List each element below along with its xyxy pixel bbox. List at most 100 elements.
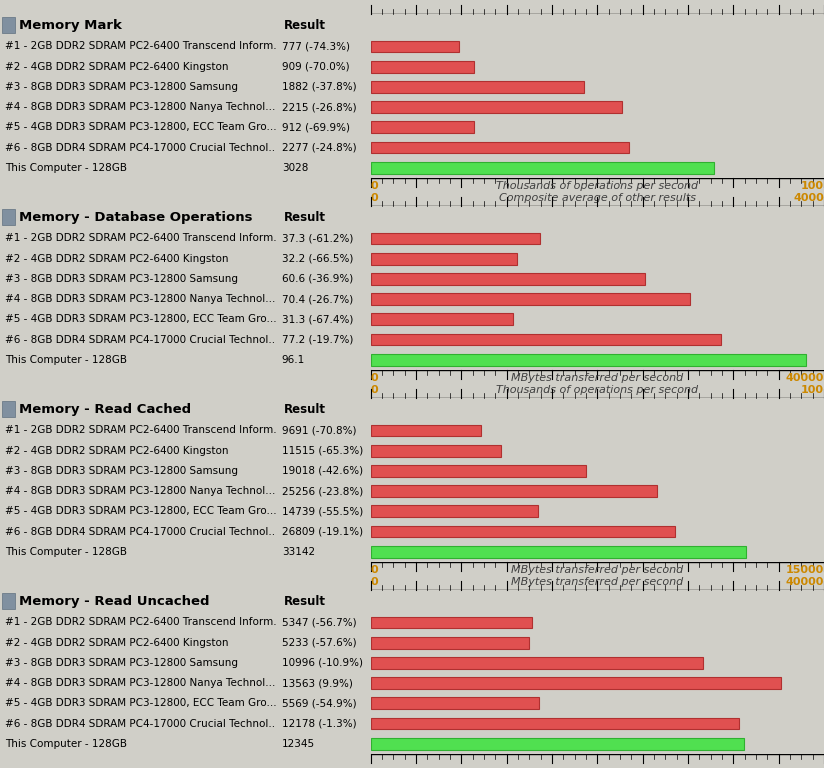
Bar	[371, 485, 657, 497]
Text: #4 - 8GB DDR3 SDRAM PC3-12800 Nanya Technol...: #4 - 8GB DDR3 SDRAM PC3-12800 Nanya Tech…	[5, 678, 275, 688]
Bar	[371, 738, 744, 750]
Text: Composite average of other results: Composite average of other results	[499, 194, 696, 204]
Bar	[371, 445, 501, 456]
Text: 19018 (-42.6%): 19018 (-42.6%)	[282, 466, 363, 476]
Bar	[371, 617, 532, 628]
Bar	[371, 465, 586, 477]
Text: #1 - 2GB DDR2 SDRAM PC2-6400 Transcend Inform...: #1 - 2GB DDR2 SDRAM PC2-6400 Transcend I…	[5, 425, 283, 435]
Text: 15000: 15000	[786, 564, 824, 574]
Text: Thousands of operations per second: Thousands of operations per second	[496, 386, 699, 396]
Text: 32.2 (-66.5%): 32.2 (-66.5%)	[282, 253, 353, 263]
Text: 40000: 40000	[785, 372, 824, 382]
Text: Result: Result	[283, 18, 325, 31]
Bar	[371, 333, 721, 346]
Text: 14739 (-55.5%): 14739 (-55.5%)	[282, 506, 363, 516]
Text: 3028: 3028	[282, 163, 308, 173]
Text: #6 - 8GB DDR4 SDRAM PC4-17000 Crucial Technol...: #6 - 8GB DDR4 SDRAM PC4-17000 Crucial Te…	[5, 527, 279, 537]
Text: Result: Result	[283, 210, 325, 223]
Text: 0: 0	[371, 372, 378, 382]
Text: 26809 (-19.1%): 26809 (-19.1%)	[282, 527, 363, 537]
Text: 1882 (-37.8%): 1882 (-37.8%)	[282, 82, 356, 92]
Bar	[2, 594, 15, 609]
Text: 60.6 (-36.9%): 60.6 (-36.9%)	[282, 274, 353, 284]
Bar	[371, 677, 780, 689]
Text: 100: 100	[801, 180, 824, 190]
Bar	[371, 697, 539, 709]
Text: #5 - 4GB DDR3 SDRAM PC3-12800, ECC Team Gro...: #5 - 4GB DDR3 SDRAM PC3-12800, ECC Team …	[5, 314, 277, 324]
Text: 77.2 (-19.7%): 77.2 (-19.7%)	[282, 335, 353, 345]
Bar	[371, 233, 540, 244]
Text: MBytes transferred per second: MBytes transferred per second	[511, 564, 684, 574]
Text: #2 - 4GB DDR2 SDRAM PC2-6400 Kingston: #2 - 4GB DDR2 SDRAM PC2-6400 Kingston	[5, 637, 228, 647]
Bar	[371, 313, 513, 325]
Text: #3 - 8GB DDR3 SDRAM PC3-12800 Samsung: #3 - 8GB DDR3 SDRAM PC3-12800 Samsung	[5, 466, 238, 476]
Bar	[371, 121, 474, 133]
Text: 96.1: 96.1	[282, 355, 305, 365]
Bar	[371, 293, 690, 305]
Bar	[371, 637, 529, 648]
Text: This Computer - 128GB: This Computer - 128GB	[5, 547, 127, 557]
Text: #1 - 2GB DDR2 SDRAM PC2-6400 Transcend Inform...: #1 - 2GB DDR2 SDRAM PC2-6400 Transcend I…	[5, 617, 283, 627]
Bar	[371, 61, 474, 72]
Text: 2277 (-24.8%): 2277 (-24.8%)	[282, 143, 356, 153]
Text: 0: 0	[371, 578, 378, 588]
Text: #3 - 8GB DDR3 SDRAM PC3-12800 Samsung: #3 - 8GB DDR3 SDRAM PC3-12800 Samsung	[5, 82, 238, 92]
Bar	[2, 18, 15, 33]
Text: 5347 (-56.7%): 5347 (-56.7%)	[282, 617, 356, 627]
Text: 9691 (-70.8%): 9691 (-70.8%)	[282, 425, 356, 435]
Text: #6 - 8GB DDR4 SDRAM PC4-17000 Crucial Technol...: #6 - 8GB DDR4 SDRAM PC4-17000 Crucial Te…	[5, 719, 279, 729]
Bar	[371, 425, 480, 436]
Bar	[371, 657, 703, 669]
Text: #2 - 4GB DDR2 SDRAM PC2-6400 Kingston: #2 - 4GB DDR2 SDRAM PC2-6400 Kingston	[5, 61, 228, 71]
Text: #3 - 8GB DDR3 SDRAM PC3-12800 Samsung: #3 - 8GB DDR3 SDRAM PC3-12800 Samsung	[5, 274, 238, 284]
Bar	[371, 81, 584, 93]
Text: 100: 100	[801, 386, 824, 396]
Text: This Computer - 128GB: This Computer - 128GB	[5, 355, 127, 365]
Bar	[371, 41, 459, 52]
Text: Memory Mark: Memory Mark	[19, 18, 122, 31]
Text: 31.3 (-67.4%): 31.3 (-67.4%)	[282, 314, 353, 324]
Text: #6 - 8GB DDR4 SDRAM PC4-17000 Crucial Technol...: #6 - 8GB DDR4 SDRAM PC4-17000 Crucial Te…	[5, 143, 279, 153]
Text: 10996 (-10.9%): 10996 (-10.9%)	[282, 658, 363, 668]
Bar	[371, 162, 714, 174]
Text: MBytes transferred per second: MBytes transferred per second	[511, 372, 684, 382]
Bar	[371, 546, 747, 558]
Text: This Computer - 128GB: This Computer - 128GB	[5, 163, 127, 173]
Text: 5569 (-54.9%): 5569 (-54.9%)	[282, 698, 356, 708]
Bar	[371, 525, 675, 538]
Text: #5 - 4GB DDR3 SDRAM PC3-12800, ECC Team Gro...: #5 - 4GB DDR3 SDRAM PC3-12800, ECC Team …	[5, 506, 277, 516]
Bar	[2, 402, 15, 417]
Text: 12178 (-1.3%): 12178 (-1.3%)	[282, 719, 356, 729]
Text: #5 - 4GB DDR3 SDRAM PC3-12800, ECC Team Gro...: #5 - 4GB DDR3 SDRAM PC3-12800, ECC Team …	[5, 122, 277, 132]
Bar	[371, 717, 739, 730]
Bar	[371, 505, 538, 517]
Text: #2 - 4GB DDR2 SDRAM PC2-6400 Kingston: #2 - 4GB DDR2 SDRAM PC2-6400 Kingston	[5, 445, 228, 455]
Text: 12345: 12345	[282, 739, 315, 749]
Text: Memory - Read Uncached: Memory - Read Uncached	[19, 594, 209, 607]
Text: 4000: 4000	[794, 194, 824, 204]
Text: Memory - Read Cached: Memory - Read Cached	[19, 402, 191, 415]
Bar	[2, 210, 15, 225]
Text: 0: 0	[371, 564, 378, 574]
Text: #4 - 8GB DDR3 SDRAM PC3-12800 Nanya Technol...: #4 - 8GB DDR3 SDRAM PC3-12800 Nanya Tech…	[5, 294, 275, 304]
Text: 11515 (-65.3%): 11515 (-65.3%)	[282, 445, 363, 455]
Bar	[371, 253, 517, 264]
Text: 0: 0	[371, 386, 378, 396]
Text: #4 - 8GB DDR3 SDRAM PC3-12800 Nanya Technol...: #4 - 8GB DDR3 SDRAM PC3-12800 Nanya Tech…	[5, 102, 275, 112]
Text: Memory - Database Operations: Memory - Database Operations	[19, 210, 252, 223]
Text: #2 - 4GB DDR2 SDRAM PC2-6400 Kingston: #2 - 4GB DDR2 SDRAM PC2-6400 Kingston	[5, 253, 228, 263]
Text: #3 - 8GB DDR3 SDRAM PC3-12800 Samsung: #3 - 8GB DDR3 SDRAM PC3-12800 Samsung	[5, 658, 238, 668]
Text: 912 (-69.9%): 912 (-69.9%)	[282, 122, 349, 132]
Text: 777 (-74.3%): 777 (-74.3%)	[282, 41, 349, 51]
Bar	[371, 273, 645, 285]
Text: #1 - 2GB DDR2 SDRAM PC2-6400 Transcend Inform...: #1 - 2GB DDR2 SDRAM PC2-6400 Transcend I…	[5, 233, 283, 243]
Text: 70.4 (-26.7%): 70.4 (-26.7%)	[282, 294, 353, 304]
Text: 40000: 40000	[785, 578, 824, 588]
Bar	[371, 354, 807, 366]
Text: #4 - 8GB DDR3 SDRAM PC3-12800 Nanya Technol...: #4 - 8GB DDR3 SDRAM PC3-12800 Nanya Tech…	[5, 486, 275, 496]
Text: 5233 (-57.6%): 5233 (-57.6%)	[282, 637, 356, 647]
Text: #5 - 4GB DDR3 SDRAM PC3-12800, ECC Team Gro...: #5 - 4GB DDR3 SDRAM PC3-12800, ECC Team …	[5, 698, 277, 708]
Text: Result: Result	[283, 594, 325, 607]
Text: This Computer - 128GB: This Computer - 128GB	[5, 739, 127, 749]
Text: 37.3 (-61.2%): 37.3 (-61.2%)	[282, 233, 353, 243]
